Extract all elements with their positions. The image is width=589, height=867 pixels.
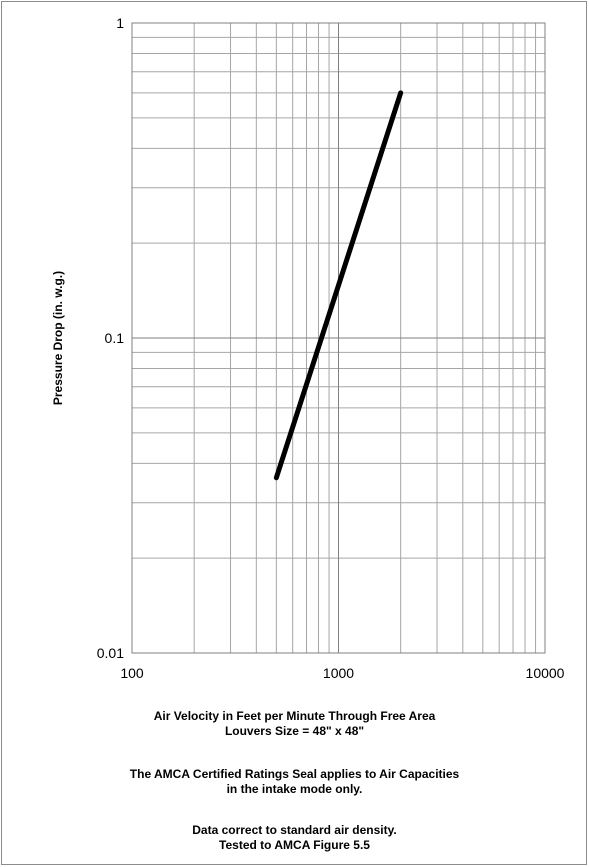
x-tick-label: 10000 <box>526 665 565 681</box>
tested-note: Tested to AMCA Figure 5.5 <box>219 838 370 852</box>
y-axis-title: Pressure Drop (in. w.g.) <box>51 271 65 405</box>
x-tick-label: 1000 <box>323 665 354 681</box>
x-axis-title: Air Velocity in Feet per Minute Through … <box>153 709 436 723</box>
x-tick-labels: 100 1000 10000 <box>120 665 564 681</box>
plot-area-border <box>131 22 546 654</box>
x-tick-label: 100 <box>120 665 144 681</box>
test-note: Data correct to standard air density. Te… <box>0 823 589 853</box>
louver-size-note: Louvers Size = 48" x 48" <box>224 724 365 738</box>
y-tick-label: 0.01 <box>97 645 124 661</box>
y-tick-label: 1 <box>116 15 124 31</box>
amca-note-line1: The AMCA Certified Ratings Seal applies … <box>129 767 460 781</box>
y-tick-label: 0.1 <box>105 330 125 346</box>
y-tick-labels: 0.01 0.1 1 <box>97 15 124 661</box>
x-axis-caption: Air Velocity in Feet per Minute Through … <box>0 709 589 739</box>
series-layer <box>273 90 404 481</box>
amca-note: The AMCA Certified Ratings Seal applies … <box>0 767 589 797</box>
density-note: Data correct to standard air density. <box>192 823 397 837</box>
amca-note-line2: in the intake mode only. <box>226 782 363 796</box>
series-line <box>273 90 404 481</box>
